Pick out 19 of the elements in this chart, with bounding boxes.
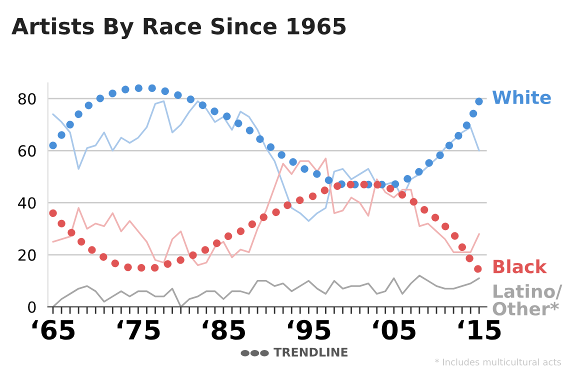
y-tick-label: 60 bbox=[18, 145, 36, 157]
line-series bbox=[52, 158, 480, 266]
y-tick-label: 40 bbox=[18, 197, 36, 209]
x-tick-label: ‘15 bbox=[458, 320, 501, 340]
x-tick-label: ‘05 bbox=[373, 320, 416, 340]
y-tick-label: 20 bbox=[18, 249, 36, 261]
x-tick-label: ‘65 bbox=[32, 320, 75, 340]
series-label: White bbox=[492, 90, 551, 104]
y-tick-label: 0 bbox=[28, 301, 36, 313]
x-tick-label: ‘85 bbox=[202, 320, 245, 340]
chart-title: Artists By Race Since 1965 bbox=[12, 17, 346, 40]
series-label: Latino/ Other* bbox=[492, 284, 562, 316]
series-label: Black bbox=[494, 259, 548, 274]
x-tick-label: ‘95 bbox=[288, 320, 330, 340]
line-series bbox=[52, 274, 480, 307]
x-tick-label: ‘75 bbox=[118, 320, 160, 340]
y-tick-label: 80 bbox=[18, 93, 36, 105]
line-series bbox=[52, 100, 480, 222]
text: TRENDLINE bbox=[274, 348, 348, 356]
